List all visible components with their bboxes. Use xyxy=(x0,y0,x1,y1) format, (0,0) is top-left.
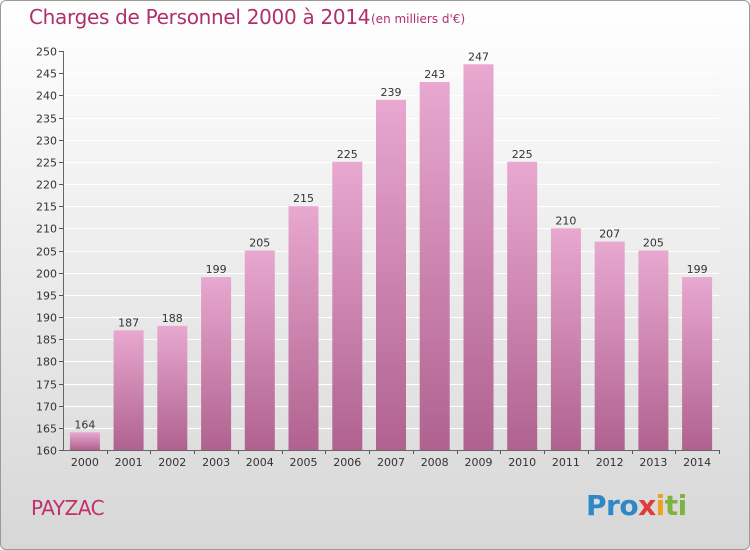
bar-2009 xyxy=(463,64,494,451)
commune-name: PAYZAC xyxy=(31,496,105,520)
x-tick-label-2012: 2012 xyxy=(596,456,624,469)
bar-2000 xyxy=(69,432,100,450)
y-tick-label: 205 xyxy=(36,246,57,259)
bars: 164 187 188 199 205 215 225 239 243 247 225 210 207 2… xyxy=(69,50,713,451)
x-tick-label-2014: 2014 xyxy=(683,456,711,469)
x-tick-label-2000: 2000 xyxy=(71,456,99,469)
data-label-2012: 207 xyxy=(599,228,620,241)
data-label-2011: 210 xyxy=(555,214,576,227)
x-tick-label-2001: 2001 xyxy=(115,456,143,469)
y-tick-label: 210 xyxy=(36,223,57,236)
x-tick-label-2008: 2008 xyxy=(421,456,449,469)
bar-2005 xyxy=(288,206,319,450)
bar-2008 xyxy=(419,82,450,450)
data-label-2014: 199 xyxy=(687,263,708,276)
bar-2001 xyxy=(113,330,144,450)
bar-2006 xyxy=(332,161,363,451)
y-tick-label: 230 xyxy=(36,135,57,148)
bar-2014 xyxy=(682,277,713,450)
logo-part-2: x xyxy=(638,489,656,522)
x-tick-label-2007: 2007 xyxy=(377,456,405,469)
y-tick-label: 240 xyxy=(36,90,57,103)
y-tick-label: 185 xyxy=(36,334,57,347)
data-label-2003: 199 xyxy=(206,263,227,276)
y-tick-label: 160 xyxy=(36,445,57,458)
y-tick-label: 165 xyxy=(36,423,57,436)
bar-2007 xyxy=(376,99,406,451)
chart-subtitle: (en milliers d'€) xyxy=(371,12,466,26)
logo-part-1: Pro xyxy=(586,489,639,522)
y-axis: 160 165 170 175 180 185 190 195 200 205 210 215 220 2… xyxy=(36,46,64,458)
data-label-2000: 164 xyxy=(74,418,95,431)
y-tick-label: 170 xyxy=(36,401,57,414)
x-tick-label-2005: 2005 xyxy=(290,456,318,469)
bar-2002 xyxy=(157,325,188,450)
y-tick-label: 250 xyxy=(36,46,57,59)
y-tick-label: 215 xyxy=(36,201,57,214)
x-tick-label-2003: 2003 xyxy=(202,456,230,469)
x-tick-label-2004: 2004 xyxy=(246,456,274,469)
chart-title: Charges de Personnel 2000 à 2014 xyxy=(29,5,371,29)
y-tick-label: 180 xyxy=(36,356,57,369)
x-tick-label-2011: 2011 xyxy=(552,456,580,469)
data-label-2002: 188 xyxy=(162,312,183,325)
y-tick-label: 245 xyxy=(36,68,57,81)
data-label-2009: 247 xyxy=(468,50,489,63)
proxiti-logo: Proxiti xyxy=(586,489,687,522)
data-label-2004: 205 xyxy=(249,237,270,250)
logo-part-4: ti xyxy=(664,489,687,522)
data-label-2007: 239 xyxy=(381,86,402,99)
y-tick-label: 225 xyxy=(36,157,57,170)
y-tick-label: 235 xyxy=(36,113,57,126)
x-tick-label-2010: 2010 xyxy=(508,456,536,469)
y-tick-label: 195 xyxy=(36,290,57,303)
data-label-2010: 225 xyxy=(512,148,533,161)
bar-2010 xyxy=(507,161,538,451)
bar-2003 xyxy=(201,277,232,450)
x-tick-label-2002: 2002 xyxy=(158,456,186,469)
x-tick-label-2006: 2006 xyxy=(333,456,361,469)
x-tick-label-2013: 2013 xyxy=(639,456,667,469)
x-tick-label-2009: 2009 xyxy=(465,456,493,469)
bar-2004 xyxy=(244,250,275,450)
bar-2013 xyxy=(638,250,669,450)
y-tick-label: 175 xyxy=(36,379,57,392)
logo-part-3: i xyxy=(655,489,666,522)
data-label-2013: 205 xyxy=(643,237,664,250)
y-tick-label: 200 xyxy=(36,268,57,281)
y-tick-label: 220 xyxy=(36,179,57,192)
y-tick-label: 190 xyxy=(36,312,57,325)
data-label-2005: 215 xyxy=(293,192,314,205)
bar-2011 xyxy=(550,228,581,450)
x-axis: 2000 2001 2002 2003 2004 2005 2006 2007 2008 2009… xyxy=(63,450,720,469)
bar-2012 xyxy=(594,241,625,450)
data-label-2006: 225 xyxy=(337,148,358,161)
data-label-2001: 187 xyxy=(118,316,139,329)
data-label-2008: 243 xyxy=(424,68,445,81)
